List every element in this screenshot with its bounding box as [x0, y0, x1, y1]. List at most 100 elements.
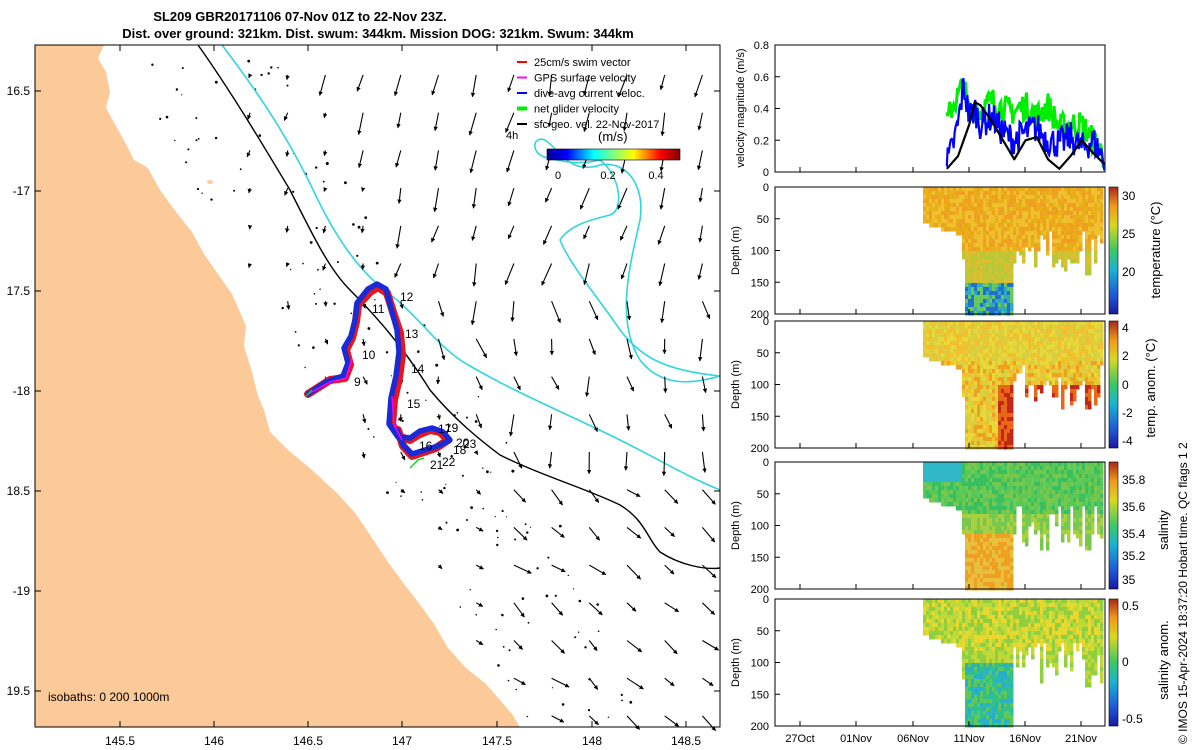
- heatmap-cell: [986, 663, 990, 668]
- heatmap-cell: [1055, 187, 1059, 192]
- heatmap-cell: [1043, 215, 1047, 220]
- heatmap-cell: [1025, 502, 1029, 507]
- heatmap-cell: [1073, 337, 1077, 342]
- heatmap-cell: [932, 619, 936, 624]
- heatmap-cell: [953, 474, 957, 479]
- heatmap-cell: [986, 542, 990, 547]
- heatmap-cell: [977, 659, 981, 664]
- heatmap-cell: [989, 425, 993, 430]
- heatmap-cell: [968, 409, 972, 414]
- heatmap-cell: [1046, 522, 1050, 527]
- heatmap-cell: [953, 203, 957, 208]
- heatmap-cell: [938, 635, 942, 640]
- heatmap-cell: [968, 227, 972, 232]
- heatmap-cell: [1061, 397, 1065, 402]
- heatmap-cell: [950, 619, 954, 624]
- heatmap-cell: [971, 385, 975, 390]
- heatmap-cell: [1013, 462, 1017, 467]
- heatmap-cell: [998, 283, 1002, 288]
- heatmap-cell: [944, 187, 948, 192]
- heatmap-cell: [986, 377, 990, 382]
- heatmap-cell: [1028, 518, 1032, 523]
- heatmap-cell: [1043, 631, 1047, 636]
- heatmap-cell: [1031, 361, 1035, 366]
- heatmap-cell: [1013, 353, 1017, 358]
- heatmap-cell: [932, 337, 936, 342]
- heatmap-cell: [1007, 470, 1011, 475]
- heatmap-cell: [956, 231, 960, 236]
- heatmap-cell: [1046, 659, 1050, 664]
- velocity-arrow: [284, 187, 289, 196]
- heatmap-cell: [995, 195, 999, 200]
- velocity-arrow: [475, 640, 484, 646]
- heatmap-cell: [938, 215, 942, 220]
- heatmap-cell: [1043, 498, 1047, 503]
- heatmap-cell: [968, 259, 972, 264]
- heatmap-cell: [965, 558, 969, 563]
- heatmap-cell: [1085, 259, 1089, 264]
- heatmap-cell: [1055, 259, 1059, 264]
- heatmap-cell: [959, 357, 963, 362]
- heatmap-cell: [971, 578, 975, 583]
- heatmap-cell: [1052, 377, 1056, 382]
- heatmap-cell: [992, 502, 996, 507]
- heatmap-cell: [968, 691, 972, 696]
- heatmap-cell: [1064, 607, 1068, 612]
- heatmap-cell: [1052, 651, 1056, 656]
- heatmap-cell: [1001, 311, 1005, 316]
- heatmap-cell: [950, 361, 954, 366]
- heatmap-cell: [1043, 611, 1047, 616]
- heatmap-cell: [1031, 518, 1035, 523]
- heatmap-cell: [992, 631, 996, 636]
- heatmap-cell: [965, 381, 969, 386]
- heatmap-cell: [959, 498, 963, 503]
- heatmap-cell: [1031, 631, 1035, 636]
- heatmap-cell: [1094, 494, 1098, 499]
- heatmap-cell: [974, 247, 978, 252]
- reef-dot: [195, 117, 198, 119]
- heatmap-cell: [989, 333, 993, 338]
- heatmap-cell: [1037, 215, 1041, 220]
- heatmap-cell: [995, 223, 999, 228]
- heatmap-cell: [974, 643, 978, 648]
- heatmap-cell: [995, 574, 999, 579]
- heatmap-cell: [965, 534, 969, 539]
- heatmap-cell: [1049, 361, 1053, 366]
- heatmap-cell: [1064, 321, 1068, 326]
- heatmap-cell: [998, 401, 1002, 406]
- heatmap-cell: [944, 490, 948, 495]
- heatmap-cell: [974, 651, 978, 656]
- heatmap-cell: [962, 510, 966, 515]
- heatmap-cell: [986, 203, 990, 208]
- heatmap-cell: [980, 514, 984, 519]
- heatmap-cell: [929, 611, 933, 616]
- heatmap-cell: [956, 627, 960, 632]
- heatmap-cell: [1043, 623, 1047, 628]
- geo-velocity-series: [945, 101, 1106, 170]
- heatmap-cell: [1001, 582, 1005, 587]
- heatmap-cell: [989, 699, 993, 704]
- heatmap-cell: [977, 558, 981, 563]
- heatmap-cell: [944, 211, 948, 216]
- heatmap-cell: [950, 611, 954, 616]
- heatmap-cell: [1028, 191, 1032, 196]
- heatmap-cell: [974, 490, 978, 495]
- heatmap-cell: [1013, 486, 1017, 491]
- heatmap-cell: [1013, 615, 1017, 620]
- heatmap-cell: [935, 203, 939, 208]
- heatmap-cell: [956, 635, 960, 640]
- heatmap-cell: [926, 470, 930, 475]
- heatmap-cell: [1016, 466, 1020, 471]
- heatmap-cell: [989, 275, 993, 280]
- heatmap-cell: [1091, 219, 1095, 224]
- heatmap-cell: [1004, 699, 1008, 704]
- heatmap-cell: [932, 623, 936, 628]
- heatmap-cell: [980, 255, 984, 260]
- heatmap-cell: [998, 353, 1002, 358]
- velocity-arrow: [285, 225, 290, 233]
- heatmap-cell: [977, 283, 981, 288]
- heatmap-cell: [1043, 466, 1047, 471]
- heatmap-cell: [944, 195, 948, 200]
- heatmap-cell: [1034, 247, 1038, 252]
- heatmap-cell: [974, 263, 978, 268]
